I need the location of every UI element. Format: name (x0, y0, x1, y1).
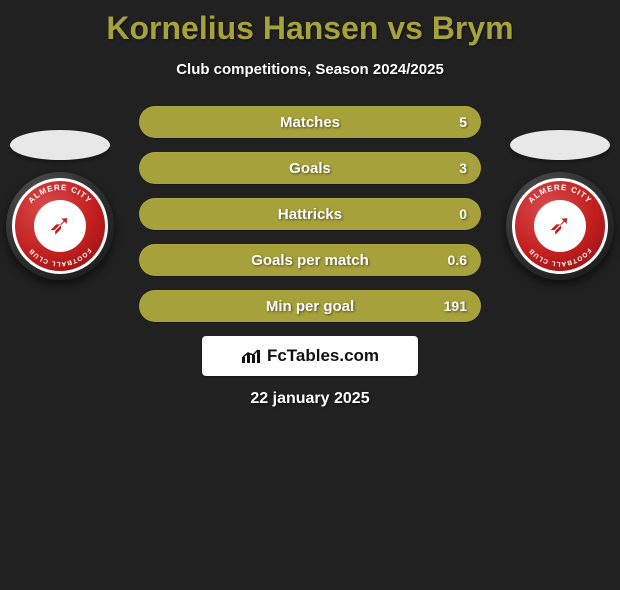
club-badge-right: ALMERE CITY FOOTBALL CLUB ➶ (512, 178, 608, 274)
stat-value-right: 191 (444, 298, 467, 314)
stat-value-right: 3 (459, 160, 467, 176)
stat-row: Goals 3 (139, 152, 481, 184)
player-left-column: ALMERE CITY FOOTBALL CLUB ➶ (10, 130, 110, 274)
stat-row: Min per goal 191 (139, 290, 481, 322)
badge-inner-circle: ➶ (34, 200, 86, 252)
player-left-silhouette (10, 130, 110, 160)
page-title: Kornelius Hansen vs Brym (0, 10, 620, 47)
bar-chart-icon (241, 348, 261, 364)
stat-row: Matches 5 (139, 106, 481, 138)
stat-label: Hattricks (139, 206, 481, 223)
stat-label: Goals per match (139, 252, 481, 269)
subtitle: Club competitions, Season 2024/2025 (0, 61, 620, 78)
stat-row: Goals per match 0.6 (139, 244, 481, 276)
stat-label: Goals (139, 160, 481, 177)
stat-value-right: 5 (459, 114, 467, 130)
badge-inner-circle: ➶ (534, 200, 586, 252)
stat-label: Matches (139, 114, 481, 131)
stat-value-right: 0 (459, 206, 467, 222)
brand-box: FcTables.com (202, 336, 418, 376)
flamingo-icon: ➶ (48, 211, 71, 239)
player-right-column: ALMERE CITY FOOTBALL CLUB ➶ (510, 130, 610, 274)
stat-label: Min per goal (139, 298, 481, 315)
club-badge-left: ALMERE CITY FOOTBALL CLUB ➶ (12, 178, 108, 274)
stat-row: Hattricks 0 (139, 198, 481, 230)
flamingo-icon: ➶ (548, 211, 571, 239)
brand-label: FcTables.com (267, 346, 379, 366)
player-right-silhouette (510, 130, 610, 160)
stat-value-right: 0.6 (448, 252, 467, 268)
date-label: 22 january 2025 (0, 390, 620, 408)
